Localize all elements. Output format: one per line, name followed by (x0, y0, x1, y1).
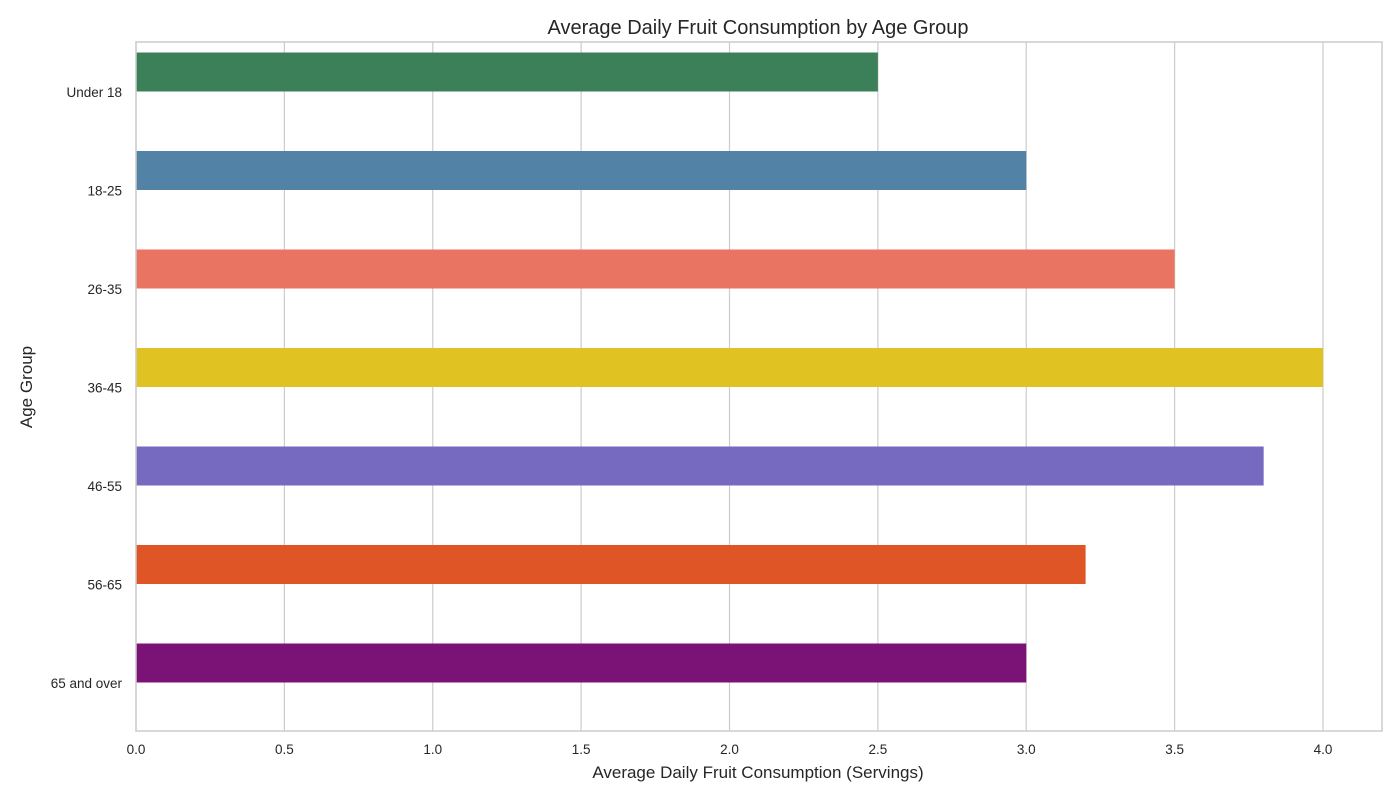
x-tick-label: 2.5 (868, 742, 887, 757)
x-tick-label: 1.0 (423, 742, 442, 757)
y-axis-label: Age Group (17, 346, 36, 428)
plot-frame (135, 41, 1383, 732)
x-tick-labels: 0.0 0.5 1.0 1.5 2.0 2.5 3.0 3.5 4.0 (127, 742, 1333, 757)
bar (136, 545, 1086, 584)
x-axis-label: Average Daily Fruit Consumption (Serving… (592, 763, 923, 782)
y-tick-label: 56-65 (87, 578, 122, 593)
y-tick-label: 26-35 (87, 282, 122, 297)
y-tick-label: 65 and over (51, 676, 123, 691)
bar-layer (136, 52, 1323, 683)
x-tick-label: 0.0 (127, 742, 146, 757)
bar (136, 249, 1175, 289)
bar (136, 52, 878, 92)
bar (136, 151, 1027, 190)
y-tick-label: 36-45 (87, 381, 122, 396)
y-tick-labels: Under 18 18-25 26-35 36-45 46-55 56-65 65 and … (51, 85, 123, 691)
x-tick-label: 3.0 (1017, 742, 1036, 757)
x-tick-label: 1.5 (572, 742, 591, 757)
bar (136, 446, 1264, 486)
y-tick-label: Under 18 (66, 85, 122, 100)
chart-title: Average Daily Fruit Consumption by Age G… (548, 17, 969, 39)
x-tick-label: 3.5 (1165, 742, 1184, 757)
y-tick-label: 46-55 (87, 479, 122, 494)
x-tick-label: 0.5 (275, 742, 294, 757)
x-tick-label: 2.0 (720, 742, 739, 757)
bar (136, 348, 1323, 387)
bar (136, 643, 1027, 683)
y-tick-label: 18-25 (87, 184, 122, 199)
x-tick-label: 4.0 (1314, 742, 1333, 757)
